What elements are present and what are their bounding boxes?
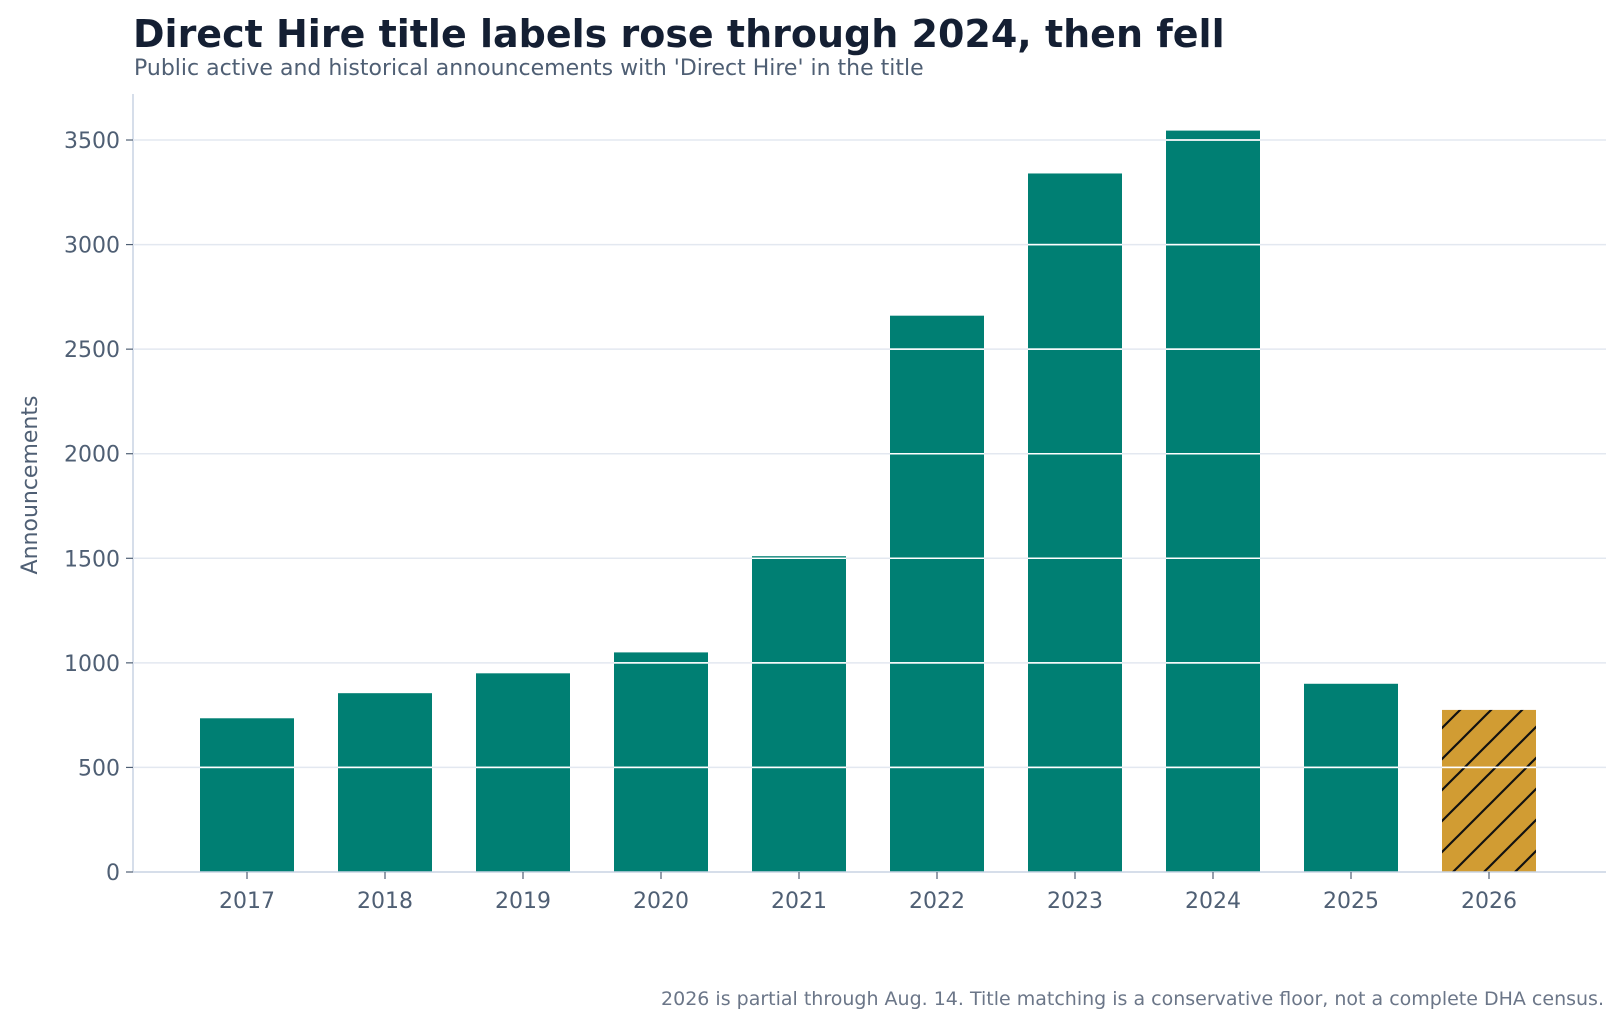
- y-tick-label: 2500: [64, 338, 120, 363]
- bar-2021: [752, 556, 846, 872]
- y-tick-label: 2000: [64, 443, 120, 468]
- x-tick-label: 2026: [1461, 889, 1517, 914]
- y-axis-title: Announcements: [18, 396, 43, 575]
- x-tick-label: 2018: [357, 889, 413, 914]
- bar-2023: [1028, 173, 1122, 872]
- bar-2024: [1166, 130, 1260, 872]
- gridlines: [133, 139, 1606, 769]
- x-tick-label: 2024: [1185, 889, 1241, 914]
- y-tick-label: 1500: [64, 547, 120, 572]
- y-axis: 0 500 1000 1500 2000 2500 3000 3500: [64, 94, 134, 886]
- x-tick-label: 2025: [1323, 889, 1379, 914]
- bar-2019: [476, 673, 570, 872]
- y-tick-label: 500: [78, 756, 120, 781]
- x-tick-label: 2020: [633, 889, 689, 914]
- bar-2025: [1304, 683, 1398, 872]
- x-tick-label: 2022: [909, 889, 965, 914]
- bar-2022: [890, 315, 984, 872]
- y-tick-label: 3500: [64, 129, 120, 154]
- x-tick-label: 2019: [495, 889, 551, 914]
- y-tick-label: 3000: [64, 234, 120, 259]
- bar-2018: [338, 693, 432, 872]
- x-tick-label: 2021: [771, 889, 827, 914]
- bar-2017: [200, 718, 294, 872]
- y-tick-label: 0: [106, 861, 120, 886]
- bar-2020: [614, 652, 708, 872]
- chart-footnote: 2026 is partial through Aug. 14. Title m…: [661, 988, 1604, 1010]
- chart-title: Direct Hire title labels rose through 20…: [133, 12, 1225, 56]
- bar-2026-partial: [1442, 709, 1536, 872]
- x-tick-label: 2017: [219, 889, 275, 914]
- bars: [200, 130, 1536, 872]
- y-tick-label: 1000: [64, 652, 120, 677]
- x-tick-label: 2023: [1047, 889, 1103, 914]
- x-axis: 2017 2018 2019 2020 2021 2022 2023 2024 2025 2026: [133, 871, 1606, 914]
- chart-subtitle: Public active and historical announcemen…: [134, 56, 924, 81]
